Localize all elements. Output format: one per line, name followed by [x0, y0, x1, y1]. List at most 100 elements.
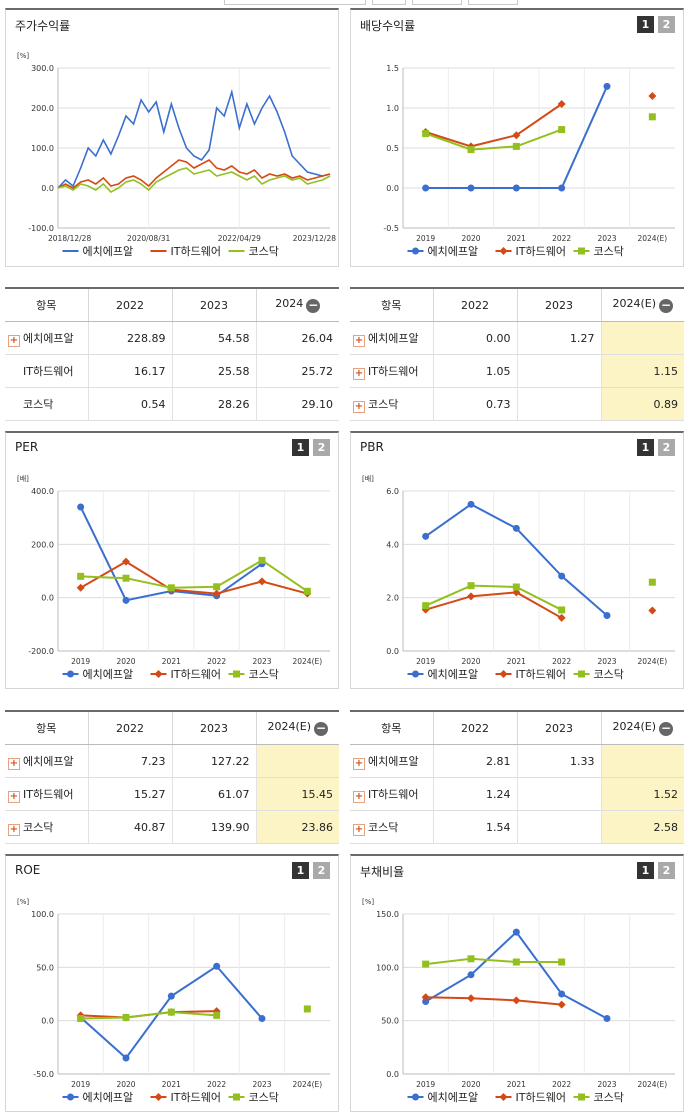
expand-row-icon[interactable]: + — [353, 790, 365, 803]
chart-page-button-1[interactable]: 1 — [637, 439, 654, 456]
series-line — [425, 957, 562, 966]
value-cell: 25.58 — [172, 354, 257, 388]
y-tick-label: 100.0 — [376, 963, 399, 972]
chart-title: ROE — [15, 863, 41, 877]
data-point — [558, 184, 566, 192]
row-label: 코스닥 — [368, 820, 399, 834]
y-tick-label: 50.0 — [36, 963, 54, 972]
table-row: + 에치에프알 228.89 54.58 26.04 — [5, 321, 339, 355]
top-tab-fragment — [412, 0, 462, 5]
value-cell: 0.00 — [433, 321, 518, 355]
chart-page-button-1[interactable]: 1 — [637, 862, 654, 879]
data-point — [648, 578, 656, 586]
data-point — [578, 247, 585, 255]
chart-page-button-2[interactable]: 2 — [658, 16, 675, 33]
value-cell — [601, 744, 684, 778]
collapse-column-icon[interactable]: − — [659, 721, 674, 736]
series-line — [425, 591, 563, 619]
data-point — [512, 142, 520, 150]
expand-row-icon[interactable]: + — [353, 823, 365, 836]
column-header: 2024(E) − — [601, 288, 684, 322]
value-cell: 25.72 — [256, 354, 339, 388]
column-header-label: 2024(E) — [612, 297, 657, 310]
chart-page-button-2[interactable]: 2 — [313, 862, 330, 879]
data-point — [213, 962, 221, 970]
legend-item: 에치에프알 — [62, 244, 133, 258]
y-tick-label: 0.0 — [41, 184, 54, 193]
data-point — [578, 1093, 585, 1101]
expand-row-icon[interactable]: + — [8, 757, 20, 770]
table-row: + IT하드웨어 1.05 1.15 — [350, 354, 684, 388]
column-header: 2024− — [256, 288, 339, 322]
row-label-cell: + 에치에프알 — [5, 744, 89, 778]
chart-page-button-1[interactable]: 1 — [292, 862, 309, 879]
row-label-cell: + IT하드웨어 — [350, 354, 434, 388]
y-tick-label: -50.0 — [33, 1070, 54, 1079]
chart-page-button-1[interactable]: 1 — [637, 16, 654, 33]
data-point — [512, 524, 520, 532]
axis-unit-label: [배] — [17, 474, 29, 483]
chart-title: PBR — [360, 440, 384, 454]
data-point — [258, 577, 266, 586]
data-point — [258, 556, 266, 564]
column-header-label: 항목 — [36, 299, 57, 312]
row-label: IT하드웨어 — [23, 787, 74, 801]
column-header-label: 항목 — [36, 722, 57, 735]
legend-item: 코스닥 — [573, 1091, 624, 1104]
data-point — [558, 958, 566, 966]
column-header: 2023 — [517, 711, 602, 745]
x-tick-label: 2024(E) — [637, 657, 667, 666]
value-cell — [256, 744, 339, 778]
data-point — [258, 1015, 266, 1023]
chart-page-button-2[interactable]: 2 — [658, 439, 675, 456]
expand-row-icon[interactable]: + — [8, 790, 20, 803]
value-cell: 1.27 — [517, 321, 602, 355]
expand-row-icon[interactable]: + — [353, 400, 365, 413]
data-point — [499, 670, 508, 678]
data-point — [122, 596, 130, 604]
expand-row-icon[interactable]: + — [8, 334, 20, 347]
y-tick-label: 50.0 — [381, 1017, 399, 1026]
y-tick-label: 0.5 — [386, 144, 399, 153]
column-header: 2023 — [172, 288, 257, 322]
table-row: + 코스닥 1.54 2.58 — [350, 810, 684, 844]
legend-item: 에치에프알 — [407, 244, 478, 258]
row-label-cell: + 에치에프알 — [350, 321, 434, 355]
expand-row-icon[interactable]: + — [353, 757, 365, 770]
data-point — [603, 612, 611, 620]
legend-item: 에치에프알 — [62, 1090, 133, 1104]
chart-page-button-2[interactable]: 2 — [313, 439, 330, 456]
legend-label: IT하드웨어 — [516, 244, 566, 258]
chart-page-button-2[interactable]: 2 — [658, 862, 675, 879]
x-tick-label: 2020 — [116, 657, 135, 666]
value-cell: 1.05 — [433, 354, 518, 388]
value-cell: 16.17 — [88, 354, 173, 388]
y-tick-label: 100.0 — [31, 144, 54, 153]
row-label: 코스닥 — [23, 820, 54, 834]
expand-row-icon[interactable]: + — [353, 367, 365, 380]
column-header: 2023 — [172, 711, 257, 745]
data-point — [233, 1093, 240, 1101]
data-point — [512, 928, 520, 936]
value-cell: 29.10 — [256, 387, 339, 421]
row-label: IT하드웨어 — [368, 787, 419, 801]
row-label: 에치에프알 — [368, 331, 419, 345]
value-cell: 1.54 — [433, 810, 518, 844]
chart-page-button-1[interactable]: 1 — [292, 439, 309, 456]
row-label: IT하드웨어 — [23, 365, 74, 378]
expand-row-icon[interactable]: + — [8, 823, 20, 836]
collapse-column-icon[interactable]: − — [306, 298, 321, 313]
legend-label: 코스닥 — [594, 245, 624, 258]
y-tick-label: 200.0 — [31, 540, 54, 549]
data-point — [77, 503, 85, 511]
data-point — [467, 994, 475, 1003]
collapse-column-icon[interactable]: − — [659, 298, 674, 313]
legend-label: IT하드웨어 — [171, 1090, 221, 1104]
y-tick-label: -0.5 — [383, 224, 399, 233]
value-cell: 1.24 — [433, 777, 518, 811]
y-tick-label: 6.0 — [386, 487, 399, 496]
collapse-column-icon[interactable]: − — [314, 721, 329, 736]
series-에치에프알 — [422, 82, 611, 192]
top-tab-fragment — [468, 0, 518, 5]
expand-row-icon[interactable]: + — [353, 334, 365, 347]
